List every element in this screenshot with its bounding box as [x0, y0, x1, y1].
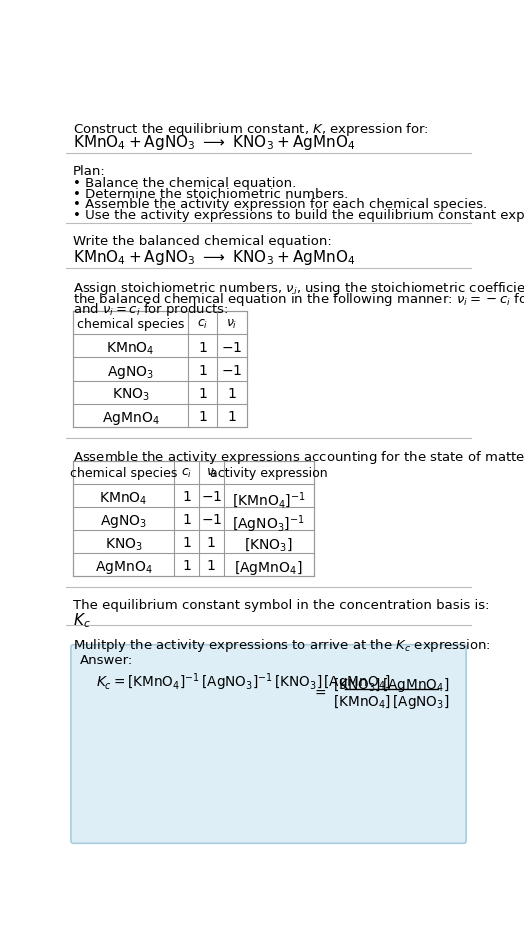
Text: $c_i$: $c_i$ [197, 317, 209, 330]
Bar [73, 312, 247, 427]
Text: 1: 1 [198, 409, 207, 424]
Text: $\mathrm{KMnO_4}$: $\mathrm{KMnO_4}$ [100, 489, 148, 506]
Text: 1: 1 [182, 559, 191, 573]
Text: Write the balanced chemical equation:: Write the balanced chemical equation: [73, 235, 332, 248]
Text: $\mathrm{KNO_3}$: $\mathrm{KNO_3}$ [105, 536, 143, 552]
Text: 1: 1 [198, 341, 207, 354]
Text: 1: 1 [182, 489, 191, 504]
Text: $\mathrm{AgMnO_4}$: $\mathrm{AgMnO_4}$ [102, 409, 159, 426]
Text: $-1$: $-1$ [222, 364, 243, 377]
Text: $1$: $1$ [227, 409, 237, 424]
Text: Assemble the activity expressions accounting for the state of matter and $\nu_i$: Assemble the activity expressions accoun… [73, 448, 524, 466]
Text: $1$: $1$ [206, 536, 216, 549]
Text: chemical species: chemical species [77, 317, 184, 330]
Text: $[\mathrm{KMnO_4}]^{-1}$: $[\mathrm{KMnO_4}]^{-1}$ [232, 489, 305, 510]
Text: $\mathrm{KMnO_4 + AgNO_3}\ \longrightarrow\ \mathrm{KNO_3 + AgMnO_4}$: $\mathrm{KMnO_4 + AgNO_3}\ \longrightarr… [73, 248, 356, 267]
Text: $\mathrm{KMnO_4}$: $\mathrm{KMnO_4}$ [106, 341, 155, 357]
Text: 1: 1 [182, 513, 191, 526]
Text: $\mathrm{KNO_3}$: $\mathrm{KNO_3}$ [112, 387, 149, 403]
Text: $[\mathrm{KNO_3}]$: $[\mathrm{KNO_3}]$ [244, 536, 293, 552]
Text: $[\mathrm{AgMnO_4}]$: $[\mathrm{AgMnO_4}]$ [234, 559, 303, 577]
Text: Assign stoichiometric numbers, $\nu_i$, using the stoichiometric coefficients, $: Assign stoichiometric numbers, $\nu_i$, … [73, 280, 524, 297]
Text: $c_i$: $c_i$ [181, 466, 192, 480]
Text: $[\mathrm{AgNO_3}]^{-1}$: $[\mathrm{AgNO_3}]^{-1}$ [232, 513, 305, 534]
Text: $K_c = [\mathrm{KMnO_4}]^{-1}\,[\mathrm{AgNO_3}]^{-1}\,[\mathrm{KNO_3}]\,[\mathr: $K_c = [\mathrm{KMnO_4}]^{-1}\,[\mathrm{… [96, 670, 391, 692]
Text: $-1$: $-1$ [222, 341, 243, 354]
Text: $\mathrm{AgMnO_4}$: $\mathrm{AgMnO_4}$ [95, 559, 152, 576]
Text: • Determine the stoichiometric numbers.: • Determine the stoichiometric numbers. [73, 188, 348, 200]
Text: • Use the activity expressions to build the equilibrium constant expression.: • Use the activity expressions to build … [73, 208, 524, 222]
Text: $K_c$: $K_c$ [73, 610, 91, 629]
Text: the balanced chemical equation in the following manner: $\nu_i = -c_i$ for react: the balanced chemical equation in the fo… [73, 290, 524, 307]
Text: $\mathrm{AgNO_3}$: $\mathrm{AgNO_3}$ [100, 513, 147, 529]
Text: $\mathrm{KMnO_4 + AgNO_3}\ \longrightarrow\ \mathrm{KNO_3 + AgMnO_4}$: $\mathrm{KMnO_4 + AgNO_3}\ \longrightarr… [73, 132, 356, 151]
Text: 1: 1 [198, 387, 207, 401]
Text: Answer:: Answer: [80, 653, 133, 666]
Text: and $\nu_i = c_i$ for products:: and $\nu_i = c_i$ for products: [73, 301, 229, 318]
Text: $\mathrm{AgNO_3}$: $\mathrm{AgNO_3}$ [107, 364, 154, 381]
Text: 1: 1 [198, 364, 207, 377]
FancyBboxPatch shape [71, 645, 466, 843]
Text: activity expression: activity expression [210, 466, 328, 480]
Text: $=$: $=$ [312, 684, 327, 698]
Text: $[\mathrm{KMnO_4}]\,[\mathrm{AgNO_3}]$: $[\mathrm{KMnO_4}]\,[\mathrm{AgNO_3}]$ [333, 692, 449, 710]
Text: $\nu_i$: $\nu_i$ [226, 317, 238, 330]
Text: $1$: $1$ [206, 559, 216, 573]
Text: • Assemble the activity expression for each chemical species.: • Assemble the activity expression for e… [73, 198, 487, 211]
Text: • Balance the chemical equation.: • Balance the chemical equation. [73, 176, 297, 189]
Text: The equilibrium constant symbol in the concentration basis is:: The equilibrium constant symbol in the c… [73, 598, 490, 611]
Text: $-1$: $-1$ [201, 513, 222, 526]
Text: $1$: $1$ [227, 387, 237, 401]
Bar [73, 461, 313, 577]
Text: 1: 1 [182, 536, 191, 549]
Text: Construct the equilibrium constant, $K$, expression for:: Construct the equilibrium constant, $K$,… [73, 120, 429, 137]
Text: Plan:: Plan: [73, 165, 106, 178]
Text: $\nu_i$: $\nu_i$ [205, 466, 217, 480]
Text: Mulitply the activity expressions to arrive at the $K_c$ expression:: Mulitply the activity expressions to arr… [73, 637, 491, 653]
Text: chemical species: chemical species [70, 466, 177, 480]
Text: $[\mathrm{KNO_3}]\,[\mathrm{AgMnO_4}]$: $[\mathrm{KNO_3}]\,[\mathrm{AgMnO_4}]$ [333, 675, 449, 693]
Text: $-1$: $-1$ [201, 489, 222, 504]
